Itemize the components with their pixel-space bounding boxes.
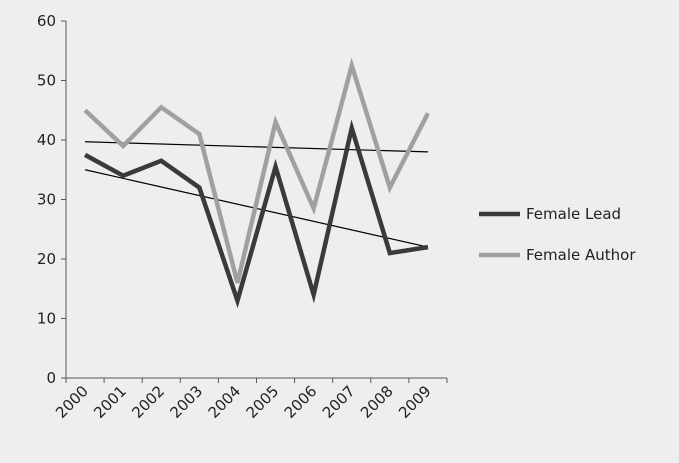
x-tick-label: 2005 <box>243 382 283 422</box>
y-tick-label: 50 <box>37 72 56 90</box>
y-tick-label: 20 <box>37 250 56 268</box>
series-line <box>83 119 429 309</box>
y-tick-label: 10 <box>37 310 56 328</box>
trendline <box>85 141 428 153</box>
x-tick-label: 2002 <box>128 382 168 422</box>
x-tick-label: 2009 <box>395 382 435 422</box>
x-tick-label: 2007 <box>319 382 359 422</box>
legend-label: Female Lead <box>526 205 621 223</box>
x-tick-label: 2004 <box>205 382 245 422</box>
y-tick-label: 0 <box>46 369 56 387</box>
x-tick-label: 2008 <box>357 382 397 422</box>
series-line <box>83 57 430 284</box>
y-tick-label: 60 <box>37 12 56 30</box>
chart-axes: 0102030405060200020012002200320042005200… <box>37 12 448 422</box>
y-tick-label: 40 <box>37 131 56 149</box>
x-tick-label: 2006 <box>281 382 321 422</box>
y-tick-label: 30 <box>37 191 56 209</box>
chart-legend: Female Lead Female Author <box>479 205 636 264</box>
x-tick-label: 2003 <box>166 382 206 422</box>
legend-label: Female Author <box>526 246 636 264</box>
x-tick-label: 2001 <box>90 382 130 422</box>
x-tick-label: 2000 <box>52 382 92 422</box>
series-lines <box>83 57 430 309</box>
